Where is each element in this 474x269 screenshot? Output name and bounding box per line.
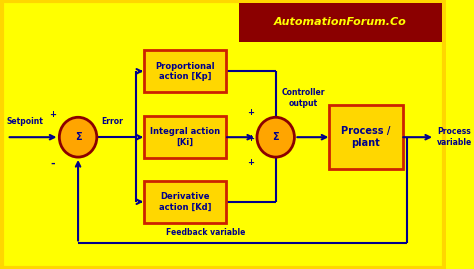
FancyBboxPatch shape xyxy=(329,105,402,169)
Text: +: + xyxy=(49,110,56,119)
Text: +: + xyxy=(247,134,254,143)
Text: Proportional
action [Kp]: Proportional action [Kp] xyxy=(155,62,215,81)
Text: -: - xyxy=(50,159,55,169)
Text: AutomationForum.Co: AutomationForum.Co xyxy=(274,17,407,27)
Text: +: + xyxy=(247,108,254,118)
Ellipse shape xyxy=(59,117,97,157)
Text: Process
variable: Process variable xyxy=(437,128,473,147)
Text: Error: Error xyxy=(101,116,123,126)
Text: Derivative
action [Kd]: Derivative action [Kd] xyxy=(159,192,211,211)
FancyBboxPatch shape xyxy=(144,116,227,158)
Text: Feedback variable: Feedback variable xyxy=(165,228,245,237)
Text: Process /
plant: Process / plant xyxy=(341,126,391,148)
FancyBboxPatch shape xyxy=(239,3,442,42)
Ellipse shape xyxy=(257,117,294,157)
FancyBboxPatch shape xyxy=(144,51,227,92)
Text: Setpoint: Setpoint xyxy=(7,116,44,126)
Text: Integral action
[Ki]: Integral action [Ki] xyxy=(150,128,220,147)
Text: +: + xyxy=(247,158,254,167)
FancyBboxPatch shape xyxy=(144,181,227,223)
Text: Σ: Σ xyxy=(75,132,82,142)
Text: Controller
output: Controller output xyxy=(282,89,325,108)
Text: Σ: Σ xyxy=(273,132,279,142)
